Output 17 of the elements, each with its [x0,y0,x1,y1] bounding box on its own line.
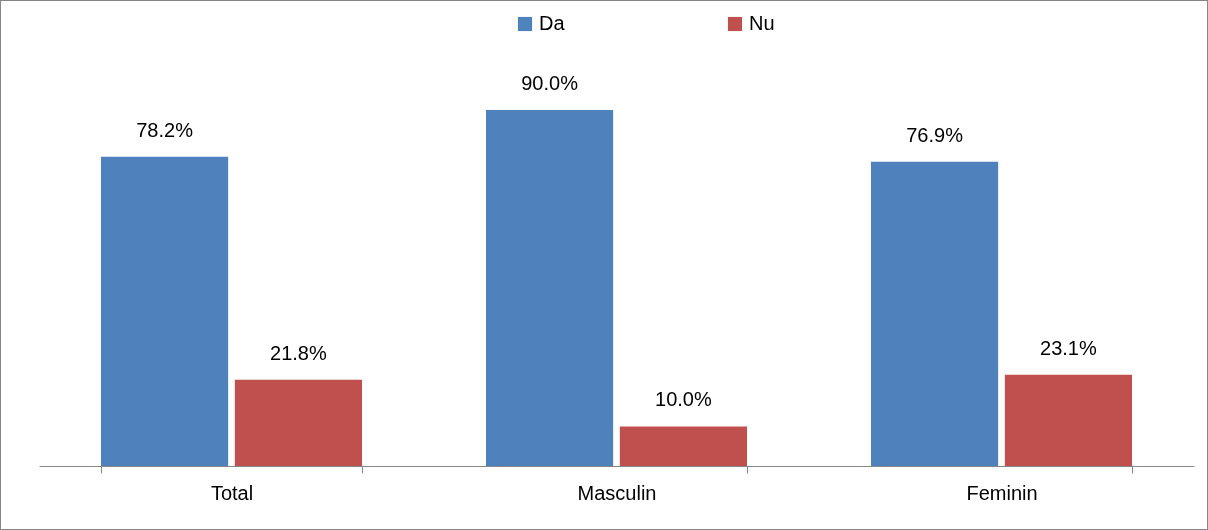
bar [100,156,229,466]
bar [234,379,363,466]
data-label: 76.9% [906,123,964,146]
legend-label: Nu [749,12,775,34]
data-label: 10.0% [655,388,712,411]
bar [1004,374,1133,466]
bar [870,161,999,466]
data-label: 23.1% [1040,336,1097,359]
data-label: 78.2% [136,118,194,141]
x-tick-label: Masculin [577,481,657,504]
data-label: 90.0% [521,72,579,94]
bar [619,426,748,466]
x-tick-label: Feminin [966,481,1038,504]
x-tick-label: Total [210,481,254,504]
data-label: 21.8% [270,341,327,364]
legend-label: Da [539,12,566,34]
bar [485,110,614,466]
